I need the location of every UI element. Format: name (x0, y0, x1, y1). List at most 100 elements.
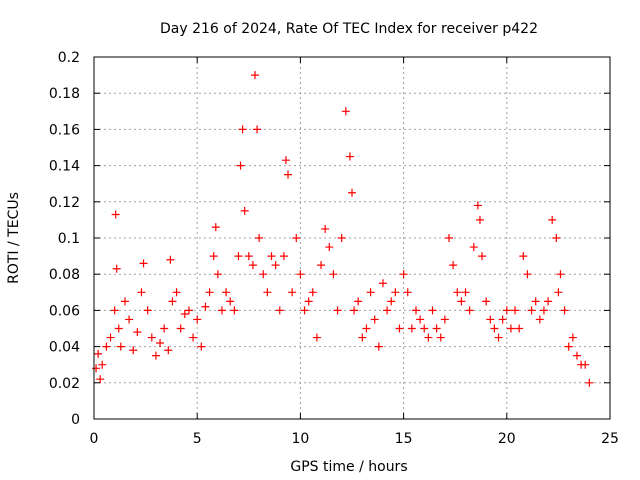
data-point (337, 234, 346, 242)
data-point (114, 324, 123, 333)
data-point (168, 297, 177, 306)
data-point (568, 333, 577, 342)
data-point (378, 279, 387, 288)
x-tick-label: 15 (395, 431, 413, 447)
data-point (156, 338, 165, 347)
data-point (329, 270, 338, 279)
y-tick-label: 0.04 (49, 340, 80, 356)
plot-frame (93, 56, 611, 420)
data-point (288, 288, 297, 297)
data-point (312, 333, 321, 342)
y-axis-label: ROTI / TECUs (6, 192, 22, 284)
data-point (511, 306, 520, 315)
data-point (345, 152, 354, 161)
data-point (263, 288, 272, 297)
data-point (96, 375, 105, 384)
data-point (531, 297, 540, 306)
data-point (281, 156, 290, 165)
data-point (317, 261, 326, 270)
data-point (552, 234, 561, 242)
y-tick-label: 0.02 (49, 376, 80, 392)
data-point (449, 261, 458, 270)
data-point (498, 315, 507, 324)
data-point (259, 270, 268, 279)
data-point (399, 270, 408, 279)
data-point (284, 170, 293, 179)
data-point (275, 306, 284, 315)
data-point (465, 306, 474, 315)
data-point (453, 288, 462, 297)
data-point (279, 252, 288, 261)
grid-lines (94, 57, 610, 419)
data-point (407, 324, 416, 333)
data-point (556, 270, 565, 279)
data-point (147, 333, 156, 342)
data-point (304, 297, 313, 306)
data-point (428, 306, 437, 315)
y-tick-label: 0.06 (49, 303, 80, 319)
data-point (478, 252, 487, 261)
data-point (271, 261, 280, 270)
data-point (486, 315, 495, 324)
data-point (366, 288, 375, 297)
data-point (321, 224, 330, 233)
data-point (125, 315, 134, 324)
data-point (350, 306, 359, 315)
data-point (362, 324, 371, 333)
data-point (143, 306, 152, 315)
data-point (248, 261, 257, 270)
data-point (217, 306, 226, 315)
data-point (403, 288, 412, 297)
data-point (436, 333, 445, 342)
data-point (358, 333, 367, 342)
x-tick-label: 0 (90, 431, 99, 447)
data-point (572, 351, 581, 360)
data-point (490, 324, 499, 333)
x-tick-label: 25 (601, 431, 619, 447)
data-point (296, 270, 305, 279)
data-point (133, 328, 142, 337)
data-point (110, 306, 119, 315)
data-point (292, 234, 301, 242)
y-tick-label: 0.16 (49, 122, 80, 138)
y-tick-label: 0.08 (49, 267, 80, 283)
data-point (424, 333, 433, 342)
data-point (184, 306, 193, 315)
data-point (535, 315, 544, 324)
data-point (222, 288, 231, 297)
data-point (440, 315, 449, 324)
data-point (92, 364, 101, 373)
data-point (341, 107, 350, 116)
data-point (139, 259, 148, 268)
data-point (391, 288, 400, 297)
data-point (255, 234, 264, 242)
data-point (98, 360, 107, 369)
data-point (432, 324, 441, 333)
data-point (160, 324, 169, 333)
data-point (240, 206, 249, 215)
data-point (209, 252, 218, 261)
y-tick-label: 0.12 (49, 195, 80, 211)
data-point (180, 310, 189, 319)
data-point (354, 297, 363, 306)
data-point (383, 306, 392, 315)
data-point (420, 324, 429, 333)
y-tick-label: 0 (71, 412, 80, 428)
data-point (226, 297, 235, 306)
data-point (515, 324, 524, 333)
data-point (506, 324, 515, 333)
x-tick-label: 20 (498, 431, 516, 447)
data-point (581, 360, 590, 369)
x-tick-label: 10 (291, 431, 309, 447)
data-point (333, 306, 342, 315)
data-point (564, 342, 573, 351)
data-point (395, 324, 404, 333)
data-point (112, 264, 121, 273)
data-point (539, 306, 548, 315)
data-point (253, 125, 262, 134)
y-tick-label: 0.1 (58, 231, 80, 247)
chart-title: Day 216 of 2024, Rate Of TEC Index for r… (160, 21, 538, 37)
data-point (519, 252, 528, 261)
data-point (548, 215, 557, 224)
data-point (411, 306, 420, 315)
